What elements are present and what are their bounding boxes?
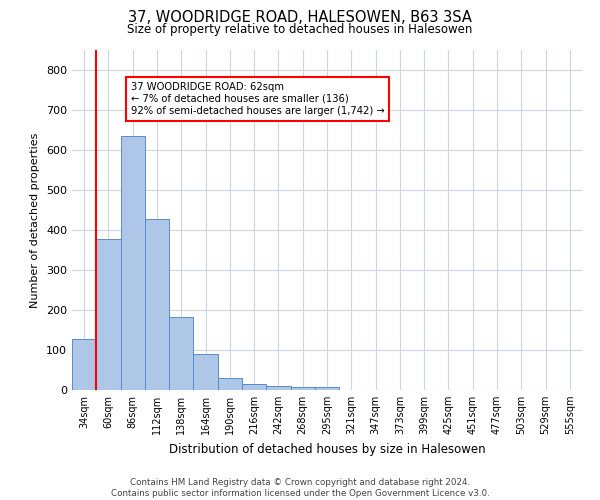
Bar [72, 339, 96, 390]
Text: 37, WOODRIDGE ROAD, HALESOWEN, B63 3SA: 37, WOODRIDGE ROAD, HALESOWEN, B63 3SA [128, 10, 472, 25]
Bar [145, 219, 169, 390]
Bar [193, 354, 218, 390]
Text: Size of property relative to detached houses in Halesowen: Size of property relative to detached ho… [127, 22, 473, 36]
Bar [96, 239, 121, 390]
Y-axis label: Number of detached properties: Number of detached properties [31, 132, 40, 308]
Text: 37 WOODRIDGE ROAD: 62sqm
← 7% of detached houses are smaller (136)
92% of semi-d: 37 WOODRIDGE ROAD: 62sqm ← 7% of detache… [131, 82, 385, 116]
Bar [290, 387, 315, 390]
Bar [266, 386, 290, 390]
Bar [242, 384, 266, 390]
Bar [315, 387, 339, 390]
Text: Contains HM Land Registry data © Crown copyright and database right 2024.
Contai: Contains HM Land Registry data © Crown c… [110, 478, 490, 498]
Bar [169, 317, 193, 390]
Bar [121, 136, 145, 390]
Bar [218, 378, 242, 390]
X-axis label: Distribution of detached houses by size in Halesowen: Distribution of detached houses by size … [169, 442, 485, 456]
